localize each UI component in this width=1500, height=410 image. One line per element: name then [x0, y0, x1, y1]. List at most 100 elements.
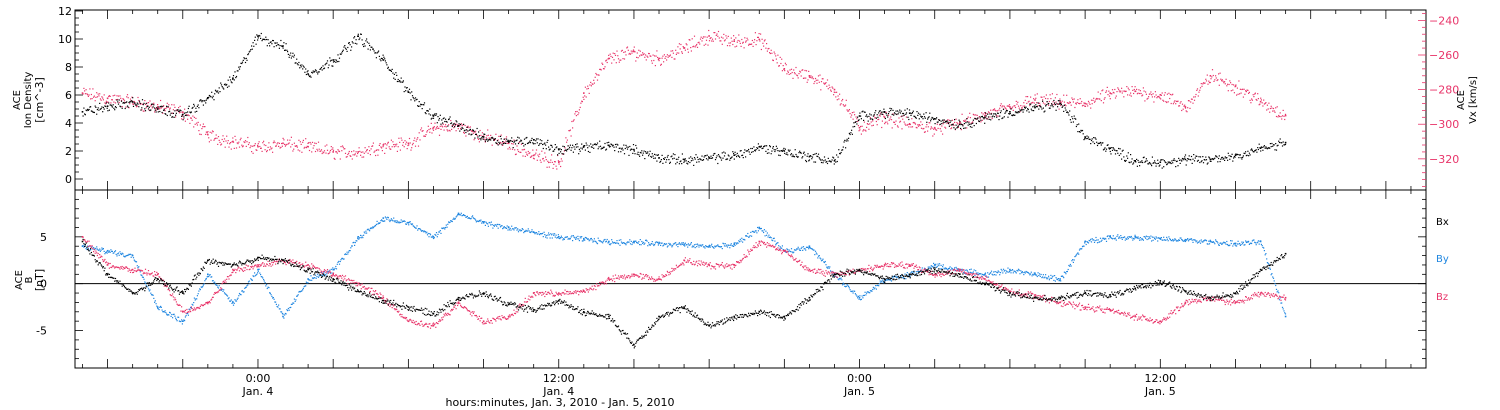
- velocity-sample: [1249, 99, 1251, 101]
- by-sample: [409, 221, 411, 223]
- density-sample: [971, 126, 973, 128]
- density-sample: [632, 144, 635, 146]
- density-sample: [848, 137, 850, 139]
- density-sample: [915, 117, 917, 119]
- density-sample: [234, 71, 236, 73]
- density-sample: [217, 92, 220, 94]
- density-sample: [1003, 116, 1005, 118]
- by-sample: [542, 236, 544, 238]
- velocity-sample: [701, 40, 703, 42]
- by-sample: [502, 228, 504, 230]
- by-sample: [1030, 271, 1032, 273]
- velocity-sample: [519, 151, 521, 153]
- velocity-sample: [1216, 79, 1218, 82]
- density-sample: [881, 111, 883, 113]
- velocity-sample: [691, 38, 693, 40]
- velocity-sample: [558, 163, 560, 165]
- density-sample: [1137, 159, 1139, 162]
- density-sample: [354, 42, 356, 44]
- velocity-sample: [1047, 98, 1049, 100]
- velocity-sample: [736, 41, 738, 43]
- density-sample: [428, 113, 430, 115]
- by-sample: [730, 243, 732, 245]
- density-sample: [655, 154, 657, 156]
- density-sample: [1140, 161, 1142, 163]
- velocity-sample: [1225, 78, 1227, 80]
- by-sample: [174, 315, 176, 317]
- velocity-sample: [682, 46, 684, 48]
- velocity-sample: [1279, 112, 1281, 114]
- density-sample: [123, 102, 126, 104]
- by-sample: [199, 288, 201, 290]
- density-sample: [1116, 150, 1118, 152]
- density-sample: [1085, 138, 1087, 140]
- density-sample: [324, 64, 326, 66]
- velocity-sample: [1276, 106, 1278, 108]
- velocity-sample: [1248, 92, 1250, 94]
- velocity-sample: [278, 145, 280, 147]
- by-sample: [863, 294, 865, 297]
- by-sample: [711, 243, 713, 245]
- density-sample: [1267, 147, 1269, 149]
- velocity-sample: [1110, 93, 1112, 95]
- by-sample: [451, 220, 453, 222]
- by-sample: [451, 220, 453, 223]
- velocity-sample: [97, 93, 99, 95]
- velocity-sample: [723, 33, 725, 35]
- density-sample: [555, 147, 557, 149]
- velocity-sample: [917, 125, 920, 127]
- velocity-sample: [464, 124, 466, 127]
- density-sample: [533, 139, 535, 141]
- by-sample: [792, 252, 794, 254]
- density-sample: [123, 102, 125, 104]
- density-sample: [801, 157, 803, 159]
- density-sample: [359, 37, 361, 39]
- density-sample: [366, 41, 368, 43]
- density-point: [558, 148, 560, 151]
- by-sample: [614, 241, 616, 244]
- velocity-sample: [966, 117, 968, 120]
- by-sample: [518, 229, 520, 231]
- density-sample: [253, 45, 255, 47]
- by-sample: [112, 252, 114, 254]
- density-sample: [181, 115, 183, 117]
- by-sample: [692, 245, 694, 247]
- velocity-sample: [405, 143, 407, 145]
- density-sample: [1059, 100, 1061, 102]
- density-sample: [149, 109, 151, 112]
- velocity-sample: [555, 165, 557, 167]
- density-sample: [1154, 160, 1156, 162]
- by-sample: [997, 270, 999, 272]
- velocity-sample: [348, 150, 350, 153]
- velocity-sample: [752, 45, 754, 47]
- velocity-sample: [1237, 93, 1239, 95]
- by-sample: [1039, 275, 1041, 277]
- density-sample: [360, 33, 362, 35]
- by-sample: [525, 229, 527, 231]
- density-sample: [287, 51, 289, 53]
- velocity-sample: [945, 120, 947, 122]
- by-sample: [830, 270, 832, 272]
- velocity-sample: [244, 140, 247, 142]
- by-sample: [168, 314, 170, 316]
- density-sample: [684, 158, 686, 160]
- by-sample: [454, 218, 456, 220]
- by-sample: [696, 246, 698, 248]
- velocity-sample: [692, 46, 694, 48]
- velocity-sample: [250, 145, 252, 147]
- density-sample: [414, 100, 416, 102]
- velocity-sample: [330, 146, 332, 148]
- velocity-sample: [888, 119, 890, 121]
- by-sample: [178, 316, 180, 318]
- density-sample: [888, 111, 890, 113]
- velocity-point: [933, 126, 936, 129]
- velocity-sample: [404, 140, 406, 142]
- by-sample: [790, 248, 793, 250]
- by-sample: [247, 281, 250, 283]
- density-sample: [1214, 157, 1216, 159]
- density-sample: [389, 69, 391, 71]
- by-sample: [895, 276, 897, 278]
- density-sample: [1269, 143, 1271, 145]
- density-sample: [777, 150, 779, 152]
- velocity-sample: [853, 111, 855, 113]
